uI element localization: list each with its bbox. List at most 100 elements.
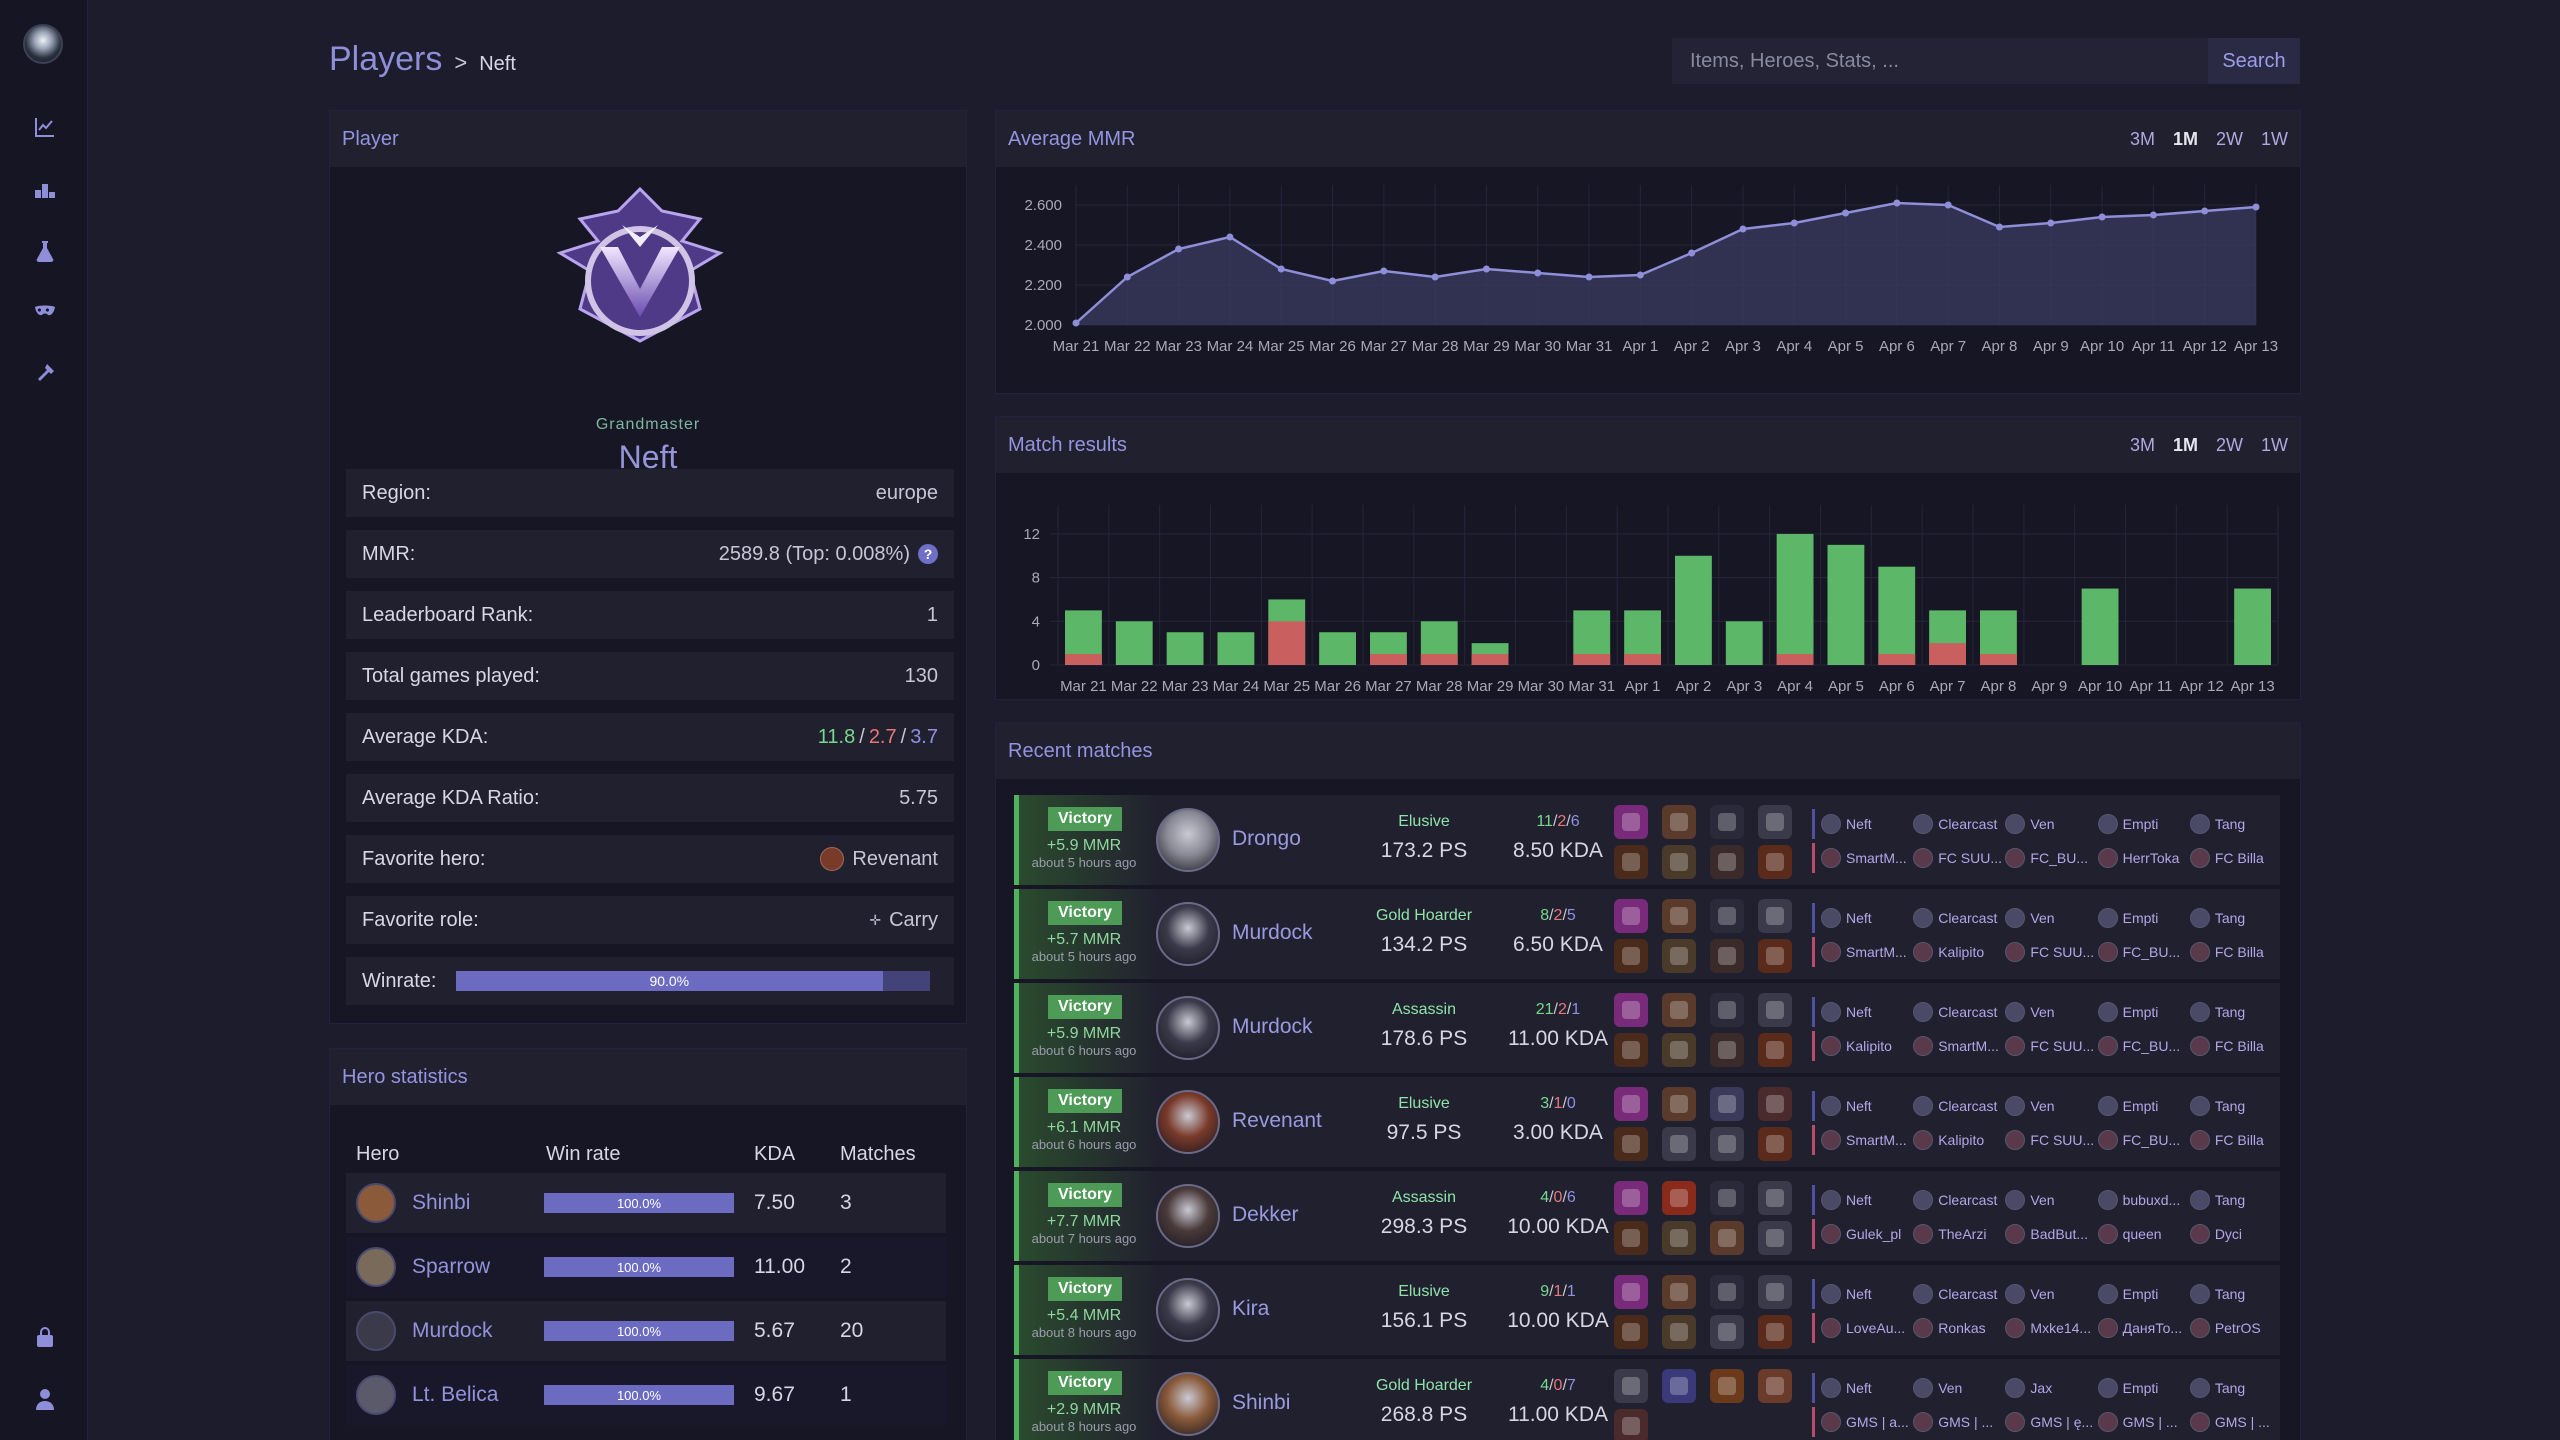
opponent-link[interactable]: SmartM...	[1821, 1130, 1913, 1150]
item-icon[interactable]	[1758, 993, 1792, 1027]
item-icon[interactable]	[1710, 1127, 1744, 1161]
item-icon[interactable]	[1614, 1221, 1648, 1255]
opponent-link[interactable]: FC_BU...	[2097, 1036, 2190, 1056]
opponent-link[interactable]: queen	[2097, 1224, 2190, 1244]
teammate-link[interactable]: Tang	[2189, 1284, 2282, 1304]
teammate-link[interactable]: Tang	[2189, 1096, 2282, 1116]
item-icon[interactable]	[1614, 1409, 1648, 1440]
opponent-link[interactable]: FC_BU...	[2097, 1130, 2190, 1150]
item-icon[interactable]	[1614, 1087, 1648, 1121]
opponent-link[interactable]: GMS | a...	[1821, 1412, 1913, 1432]
hero-stat-row[interactable]: Murdock 100.0% 5.67 20	[346, 1301, 946, 1361]
hero-stat-row[interactable]: Lt. Belica 100.0% 9.67 1	[346, 1365, 946, 1425]
opponent-link[interactable]: FC SUU...	[1913, 848, 2005, 868]
search-input[interactable]	[1672, 38, 2208, 84]
app-logo[interactable]	[23, 24, 63, 64]
teammate-link[interactable]: Neft	[1821, 908, 1913, 928]
item-icon[interactable]	[1662, 1275, 1696, 1309]
opponent-link[interactable]: Gulek_pl	[1821, 1224, 1913, 1244]
hero-stat-row[interactable]: Shinbi 100.0% 7.50 3	[346, 1173, 946, 1233]
stats-chart-icon[interactable]	[28, 110, 62, 144]
item-icon[interactable]	[1662, 1181, 1696, 1215]
item-icon[interactable]	[1614, 805, 1648, 839]
teammate-link[interactable]: Empti	[2097, 1002, 2190, 1022]
flask-icon[interactable]	[28, 234, 62, 268]
item-icon[interactable]	[1710, 1181, 1744, 1215]
teammate-link[interactable]: Empti	[2097, 1096, 2190, 1116]
match-hero-link[interactable]: Revenant	[1232, 1109, 1322, 1132]
opponent-link[interactable]: FC Billa	[2189, 1036, 2282, 1056]
opponent-link[interactable]: HerrToka	[2097, 848, 2190, 868]
item-icon[interactable]	[1662, 1315, 1696, 1349]
mmr-range-2w[interactable]: 2W	[2216, 128, 2243, 149]
item-icon[interactable]	[1758, 1315, 1792, 1349]
item-icon[interactable]	[1710, 939, 1744, 973]
item-icon[interactable]	[1710, 993, 1744, 1027]
opponent-link[interactable]: PetrOS	[2189, 1318, 2282, 1338]
opponent-link[interactable]: GMS | ...	[2097, 1412, 2190, 1432]
opponent-link[interactable]: SmartM...	[1821, 848, 1913, 868]
teammate-link[interactable]: Neft	[1821, 1096, 1913, 1116]
match-row[interactable]: Victory +5.9 MMR about 6 hours ago Murdock A…	[1014, 983, 2280, 1073]
item-icon[interactable]	[1710, 899, 1744, 933]
item-icon[interactable]	[1614, 1181, 1648, 1215]
item-icon[interactable]	[1710, 1033, 1744, 1067]
teammate-link[interactable]: Tang	[2189, 1002, 2282, 1022]
teammate-link[interactable]: Ven	[2005, 1002, 2097, 1022]
teammate-link[interactable]: Clearcast	[1913, 814, 2005, 834]
teammate-link[interactable]: Clearcast	[1913, 1002, 2005, 1022]
item-icon[interactable]	[1614, 1127, 1648, 1161]
item-icon[interactable]	[1662, 1087, 1696, 1121]
hero-mask-icon[interactable]	[28, 294, 62, 328]
match-hero-link[interactable]: Murdock	[1232, 1015, 1313, 1038]
item-icon[interactable]	[1614, 845, 1648, 879]
match-row[interactable]: Victory +6.1 MMR about 6 hours ago Revenant…	[1014, 1077, 2280, 1167]
item-icon[interactable]	[1710, 1369, 1744, 1403]
teammate-link[interactable]: Tang	[2189, 1190, 2282, 1210]
teammate-link[interactable]: Clearcast	[1913, 1096, 2005, 1116]
opponent-link[interactable]: BadBut...	[2005, 1224, 2097, 1244]
opponent-link[interactable]: FC SUU...	[2005, 942, 2097, 962]
hero-name-link[interactable]: Lt. Belica	[412, 1383, 499, 1406]
teammate-link[interactable]: Tang	[2189, 1378, 2282, 1398]
col-matches[interactable]: Matches	[840, 1143, 916, 1165]
opponent-link[interactable]: FC_BU...	[2005, 848, 2097, 868]
help-icon[interactable]: ?	[918, 544, 938, 564]
opponent-link[interactable]: Mxke14...	[2005, 1318, 2097, 1338]
item-icon[interactable]	[1614, 939, 1648, 973]
teammate-link[interactable]: Tang	[2189, 908, 2282, 928]
opponent-link[interactable]: FC Billa	[2189, 848, 2282, 868]
teammate-link[interactable]: Ven	[2005, 1096, 2097, 1116]
item-icon[interactable]	[1662, 939, 1696, 973]
hero-stat-row[interactable]: Sparrow 100.0% 11.00 2	[346, 1237, 946, 1297]
mmr-range-3m[interactable]: 3M	[2129, 128, 2155, 149]
item-icon[interactable]	[1758, 1127, 1792, 1161]
item-icon[interactable]	[1710, 805, 1744, 839]
match-hero-link[interactable]: Shinbi	[1232, 1391, 1291, 1414]
match-hero-link[interactable]: Drongo	[1232, 827, 1301, 850]
leaderboard-icon[interactable]	[28, 172, 62, 206]
item-icon[interactable]	[1710, 845, 1744, 879]
match-hero-link[interactable]: Dekker	[1232, 1203, 1299, 1226]
teammate-link[interactable]: Empti	[2097, 1378, 2190, 1398]
opponent-link[interactable]: TheArzi	[1913, 1224, 2005, 1244]
mmr-range-1w[interactable]: 1W	[2261, 128, 2288, 149]
item-icon[interactable]	[1758, 1221, 1792, 1255]
item-icon[interactable]	[1758, 899, 1792, 933]
teammate-link[interactable]: Ven	[2005, 814, 2097, 834]
teammate-link[interactable]: Clearcast	[1913, 908, 2005, 928]
opponent-link[interactable]: GMS | ...	[1913, 1412, 2005, 1432]
item-icon[interactable]	[1710, 1087, 1744, 1121]
item-icon[interactable]	[1758, 1275, 1792, 1309]
item-icon[interactable]	[1710, 1275, 1744, 1309]
opponent-link[interactable]: SmartM...	[1913, 1036, 2005, 1056]
search-button[interactable]: Search	[2208, 38, 2300, 84]
opponent-link[interactable]: FC Billa	[2189, 942, 2282, 962]
results-range-1w[interactable]: 1W	[2261, 434, 2288, 455]
lock-icon[interactable]	[28, 1320, 62, 1354]
results-range-3m[interactable]: 3M	[2129, 434, 2155, 455]
opponent-link[interactable]: FC SUU...	[2005, 1130, 2097, 1150]
opponent-link[interactable]: ДаняТо...	[2097, 1318, 2190, 1338]
item-icon[interactable]	[1758, 1369, 1792, 1403]
match-row[interactable]: Victory +5.7 MMR about 5 hours ago Murdock G…	[1014, 889, 2280, 979]
